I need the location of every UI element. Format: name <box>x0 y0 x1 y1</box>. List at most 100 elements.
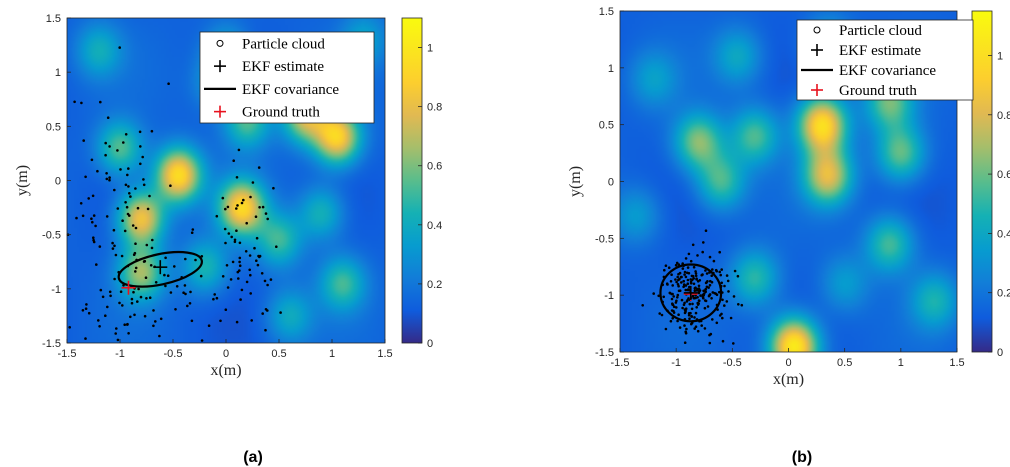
particle-point <box>253 246 256 250</box>
particle-point <box>710 297 713 300</box>
particle-point <box>687 252 691 256</box>
panel-caption: (a) <box>243 449 263 466</box>
particle-point <box>226 286 230 289</box>
legend-label: EKF covariance <box>839 63 936 79</box>
legend-label: EKF estimate <box>839 43 921 59</box>
particle-point <box>652 292 655 295</box>
particle-point <box>109 294 112 298</box>
particle-point <box>723 304 726 307</box>
ekf-estimate-marker <box>683 285 698 300</box>
particle-point <box>704 269 707 272</box>
particle-point <box>141 155 144 159</box>
particle-point <box>708 255 712 259</box>
particle-point <box>679 275 683 279</box>
particle-point <box>692 265 696 269</box>
particle-point <box>250 319 253 322</box>
particle-point <box>248 254 252 257</box>
particle-point <box>79 202 83 205</box>
particle-point <box>95 263 98 266</box>
particle-point <box>148 296 152 300</box>
colorbar-tick-label: 0.6 <box>997 169 1010 181</box>
particle-point <box>144 276 148 280</box>
particle-point <box>150 246 154 250</box>
particle-point <box>84 175 87 179</box>
particle-point <box>238 260 241 264</box>
particle-point <box>113 277 116 281</box>
particle-point <box>688 317 691 321</box>
particle-point <box>120 254 124 258</box>
x-tick-label: -1.5 <box>58 348 77 360</box>
particle-point <box>175 285 179 288</box>
x-tick-label: 0.5 <box>271 348 286 360</box>
particle-point <box>126 173 129 177</box>
particle-point <box>221 275 225 278</box>
particle-point <box>154 281 158 284</box>
x-tick-label: 0.5 <box>837 357 852 369</box>
particle-point <box>154 320 157 323</box>
particle-point <box>237 277 240 280</box>
particle-point <box>127 332 130 335</box>
particle-point <box>727 290 730 293</box>
colorbar-bar <box>971 10 993 353</box>
particle-point <box>670 309 674 312</box>
particle-point <box>136 206 140 210</box>
colorbar: 1 0.8 0.6 0.4 0.2 0 <box>971 10 1010 359</box>
particle-point <box>249 273 252 277</box>
particle-point <box>134 226 138 230</box>
particle-point <box>235 229 238 232</box>
x-tick-label: -0.5 <box>164 348 183 360</box>
x-tick-label: 0 <box>223 348 229 360</box>
particle-point <box>686 282 690 286</box>
particle-point <box>90 217 93 220</box>
particle-point <box>169 184 172 187</box>
particle-point <box>266 283 269 287</box>
particle-point <box>129 195 132 198</box>
x-axis: -1.5 -1 -0.5 0 0.5 1 1.5 <box>611 348 965 369</box>
particle-point <box>82 139 85 142</box>
particle-cloud-swatch <box>216 39 224 47</box>
particle-point <box>128 192 131 195</box>
particle-point <box>683 273 686 276</box>
particle-point <box>705 281 708 284</box>
particle-point <box>688 302 692 306</box>
legend-entry: Ground truth <box>214 105 320 121</box>
particle-point <box>130 297 134 301</box>
colorbar-tick-label: 0.8 <box>427 102 442 114</box>
particle-point <box>683 341 687 345</box>
particle-point <box>188 302 192 305</box>
particle-point <box>108 178 111 182</box>
particle-point <box>694 274 698 278</box>
x-tick-label: 1 <box>898 357 904 369</box>
particle-point <box>245 280 249 284</box>
particle-point <box>123 323 126 327</box>
particle-point <box>98 245 102 248</box>
particle-point <box>189 290 192 294</box>
particle-point <box>121 304 124 307</box>
particle-point <box>696 329 700 333</box>
particle-point <box>692 277 695 280</box>
ekf-estimate-marker <box>153 260 168 275</box>
colorbar-tick-label: 0 <box>997 347 1003 359</box>
particle-point <box>674 263 678 267</box>
particle-point <box>87 197 90 200</box>
legend-label: Particle cloud <box>839 23 922 39</box>
colorbar-tick-label: 0.4 <box>427 220 442 232</box>
particle-point <box>279 311 282 314</box>
legend-box <box>199 31 375 124</box>
particle-point <box>134 187 137 190</box>
particle-point <box>266 217 270 221</box>
particle-point <box>233 238 237 242</box>
particle-point <box>254 215 258 218</box>
particle-point <box>233 240 237 244</box>
particle-point <box>258 206 261 209</box>
particle-point <box>114 253 118 257</box>
particle-point <box>111 247 115 250</box>
legend-entry: EKF covariance <box>204 82 339 98</box>
particle-point <box>725 274 729 277</box>
particle-point <box>219 319 222 323</box>
particle-point <box>127 167 130 170</box>
particle-point <box>705 272 709 275</box>
ground-truth-marker <box>121 280 136 295</box>
colorbar-tick-label: 1 <box>997 50 1003 62</box>
particle-point <box>695 306 698 309</box>
